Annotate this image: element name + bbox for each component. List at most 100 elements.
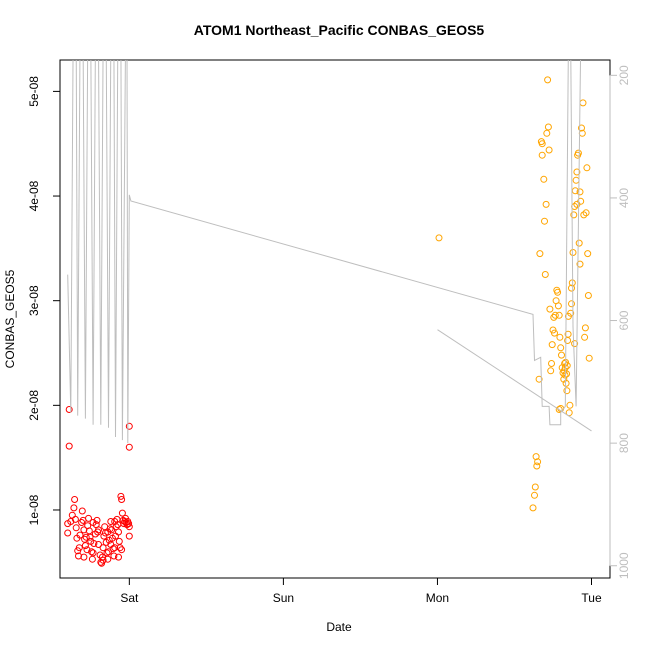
series-line — [67, 60, 582, 444]
data-point — [118, 496, 126, 503]
data-point — [554, 302, 562, 310]
y2-tick-label: 400 — [617, 188, 631, 208]
data-point — [574, 149, 582, 157]
data-point — [568, 300, 575, 308]
data-point — [536, 250, 544, 258]
data-point — [96, 551, 104, 559]
data-point — [76, 531, 84, 539]
data-point — [554, 288, 562, 296]
data-point — [541, 271, 549, 278]
data-point — [578, 124, 585, 132]
data-point — [568, 284, 575, 292]
data-point — [555, 406, 563, 413]
data-point — [86, 533, 94, 541]
data-point — [118, 509, 126, 517]
data-point — [70, 504, 78, 512]
data-point — [105, 548, 112, 556]
data-point — [576, 260, 584, 268]
y-tick-label: 1e-08 — [27, 494, 41, 525]
data-point — [85, 514, 92, 522]
data-point — [65, 442, 73, 450]
data-point — [75, 544, 83, 552]
data-point — [123, 521, 131, 529]
series-line — [437, 329, 592, 432]
y-tick-label: 4e-08 — [27, 180, 41, 211]
data-point — [99, 544, 107, 552]
y-tick-label: 2e-08 — [27, 390, 41, 421]
x-tick-label: Tue — [581, 591, 602, 605]
data-point — [78, 507, 86, 515]
data-point — [99, 556, 107, 564]
data-point — [107, 541, 115, 548]
data-point — [585, 354, 593, 362]
y2-tick-label: 600 — [617, 310, 631, 330]
data-point — [548, 360, 555, 367]
x-tick-label: Sat — [120, 591, 139, 605]
data-point — [563, 370, 571, 378]
data-point — [81, 542, 89, 550]
data-point — [125, 443, 133, 451]
data-point — [82, 533, 90, 541]
data-point — [538, 151, 546, 159]
y2-tick-label: 200 — [617, 65, 631, 85]
data-point — [104, 555, 112, 563]
y2-tick-label: 800 — [617, 433, 631, 453]
data-point — [575, 239, 583, 247]
data-point — [543, 129, 551, 137]
data-point — [547, 367, 555, 375]
data-point — [538, 140, 546, 148]
data-point — [108, 526, 116, 534]
data-point — [90, 540, 98, 547]
data-point — [110, 552, 118, 560]
data-point — [581, 324, 589, 332]
data-point — [566, 401, 574, 409]
data-point — [573, 200, 581, 208]
plot-frame — [59, 59, 611, 579]
data-point — [529, 504, 537, 512]
data-point — [544, 123, 552, 131]
data-point — [548, 341, 556, 349]
data-point — [533, 462, 541, 470]
data-point — [115, 537, 123, 545]
data-point — [569, 249, 577, 256]
data-point — [68, 511, 76, 519]
data-point — [95, 526, 102, 534]
data-point — [115, 553, 122, 561]
y-axis: 1e-08 2e-08 3e-08 4e-08 5e-08 — [27, 76, 61, 525]
data-point — [584, 292, 592, 299]
data-point — [125, 520, 133, 528]
data-point — [542, 200, 550, 208]
data-point — [435, 234, 443, 242]
data-point — [80, 553, 88, 561]
data-point — [557, 344, 565, 352]
data-point — [572, 176, 580, 184]
data-point — [583, 164, 591, 172]
y-axis-label: CONBAS_GEOS5 — [3, 269, 17, 368]
series-layer — [64, 60, 593, 567]
data-point — [582, 209, 590, 217]
data-point — [584, 250, 592, 258]
data-point — [88, 555, 96, 563]
data-point — [104, 528, 112, 536]
data-point — [95, 541, 102, 548]
data-point — [115, 528, 122, 536]
data-point — [117, 492, 125, 500]
data-point — [579, 99, 587, 107]
chart-title: ATOM1 Northeast_Pacific CONBAS_GEOS5 — [194, 22, 485, 38]
data-point — [564, 330, 572, 338]
data-point — [551, 311, 559, 319]
data-point — [118, 546, 126, 554]
data-point — [531, 483, 539, 491]
data-point — [534, 458, 542, 466]
x-tick-label: Mon — [426, 591, 449, 605]
data-point — [544, 76, 552, 84]
data-point — [541, 217, 548, 225]
data-point — [558, 351, 565, 359]
y2-tick-label: 1000 — [617, 552, 631, 579]
x-tick-label: Sun — [273, 591, 294, 605]
data-point — [535, 375, 543, 383]
data-point — [111, 518, 119, 525]
data-point — [563, 362, 571, 370]
data-point — [72, 524, 80, 532]
